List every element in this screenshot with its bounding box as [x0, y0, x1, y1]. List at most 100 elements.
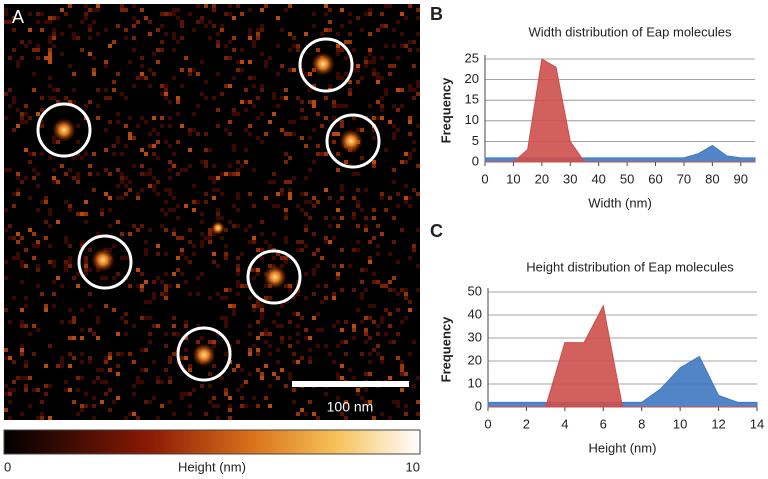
noise-pixel [268, 404, 272, 408]
noise-pixel [304, 176, 308, 180]
noise-pixel [224, 244, 228, 248]
noise-pixel [176, 112, 180, 116]
noise-pixel [356, 392, 360, 396]
noise-pixel [40, 28, 44, 32]
noise-pixel [216, 212, 220, 216]
noise-pixel [24, 324, 28, 328]
noise-pixel [392, 28, 396, 32]
noise-pixel [408, 40, 412, 44]
noise-pixel [208, 228, 212, 232]
noise-pixel [328, 20, 332, 24]
noise-pixel [196, 20, 200, 24]
noise-pixel [236, 364, 240, 368]
noise-pixel [48, 52, 52, 56]
noise-pixel [332, 116, 336, 120]
noise-pixel [24, 388, 28, 392]
noise-pixel [140, 272, 144, 276]
noise-pixel [336, 48, 340, 52]
noise-pixel [32, 72, 36, 76]
noise-pixel [96, 172, 100, 176]
noise-pixel [164, 140, 168, 144]
noise-pixel [340, 48, 344, 52]
noise-pixel [48, 84, 52, 88]
noise-pixel [92, 152, 96, 156]
noise-pixel [320, 124, 324, 128]
noise-pixel [152, 52, 156, 56]
noise-pixel [20, 320, 24, 324]
noise-pixel [336, 104, 340, 108]
noise-pixel [324, 296, 328, 300]
noise-pixel [160, 124, 164, 128]
noise-pixel [284, 160, 288, 164]
noise-pixel [252, 240, 256, 244]
noise-pixel [24, 376, 28, 380]
noise-pixel [36, 172, 40, 176]
noise-pixel [320, 300, 324, 304]
y-tick-label: 15 [465, 92, 479, 107]
noise-pixel [404, 16, 408, 20]
noise-pixel [208, 232, 212, 236]
noise-pixel [156, 324, 160, 328]
noise-pixel [64, 380, 68, 384]
noise-pixel [280, 64, 284, 68]
noise-pixel [132, 84, 136, 88]
noise-pixel [140, 116, 144, 120]
noise-pixel [200, 60, 204, 64]
noise-pixel [204, 96, 208, 100]
noise-pixel [256, 336, 260, 340]
noise-pixel [316, 264, 320, 268]
noise-pixel [324, 116, 328, 120]
noise-pixel [148, 300, 152, 304]
noise-pixel [204, 192, 208, 196]
noise-pixel [352, 68, 356, 72]
noise-pixel [4, 392, 8, 396]
noise-pixel [404, 372, 408, 376]
noise-pixel [112, 152, 116, 156]
noise-pixel [36, 268, 40, 272]
noise-pixel [72, 320, 76, 324]
noise-pixel [368, 400, 372, 404]
noise-pixel [296, 44, 300, 48]
noise-pixel [352, 288, 356, 292]
noise-pixel [180, 396, 184, 400]
noise-pixel [404, 200, 408, 204]
noise-pixel [364, 388, 368, 392]
noise-pixel [228, 416, 232, 420]
noise-pixel [44, 20, 48, 24]
noise-pixel [372, 320, 376, 324]
noise-pixel [28, 12, 32, 16]
noise-pixel [176, 284, 180, 288]
noise-pixel [8, 224, 12, 228]
noise-pixel [288, 4, 292, 8]
noise-pixel [284, 260, 288, 264]
noise-pixel [140, 172, 144, 176]
noise-pixel [344, 104, 348, 108]
noise-pixel [372, 348, 376, 352]
noise-pixel [128, 188, 132, 192]
noise-pixel [324, 284, 328, 288]
noise-pixel [416, 400, 420, 404]
noise-pixel [8, 416, 12, 420]
noise-pixel [104, 96, 108, 100]
noise-pixel [288, 376, 292, 380]
noise-pixel [300, 100, 304, 104]
noise-pixel [176, 16, 180, 20]
noise-pixel [204, 200, 208, 204]
noise-pixel [24, 104, 28, 108]
noise-pixel [96, 232, 100, 236]
noise-pixel [260, 88, 264, 92]
noise-pixel [92, 188, 96, 192]
noise-pixel [12, 100, 16, 104]
noise-pixel [380, 76, 384, 80]
noise-pixel [320, 152, 324, 156]
noise-pixel [84, 200, 88, 204]
molecules [52, 52, 363, 367]
noise-pixel [8, 388, 12, 392]
noise-pixel [364, 332, 368, 336]
noise-pixel [92, 68, 96, 72]
noise-pixel [48, 212, 52, 216]
noise-pixel [24, 248, 28, 252]
noise-pixel [400, 12, 404, 16]
noise-pixel [92, 396, 96, 400]
noise-pixel [120, 92, 124, 96]
